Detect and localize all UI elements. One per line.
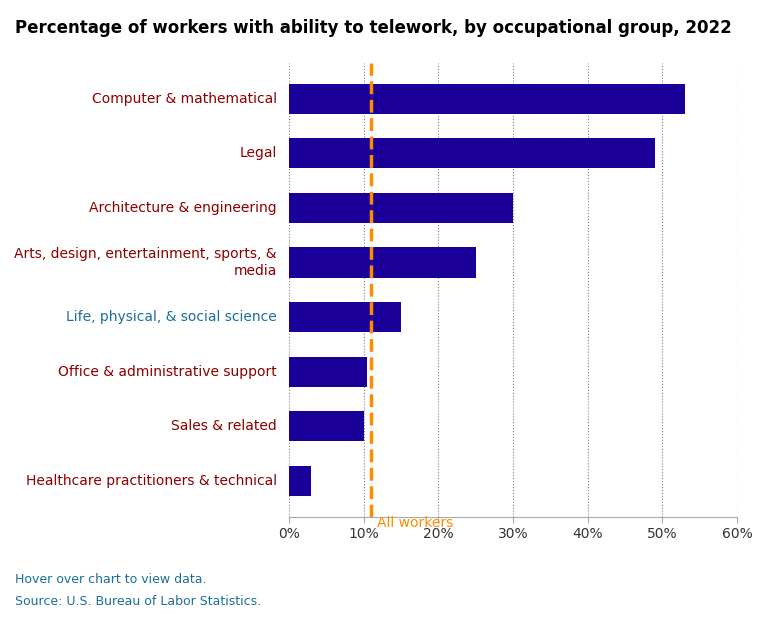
Bar bbox=[289, 466, 312, 496]
Bar bbox=[289, 248, 476, 277]
Bar bbox=[289, 193, 513, 223]
Bar bbox=[289, 411, 363, 442]
Text: Source: U.S. Bureau of Labor Statistics.: Source: U.S. Bureau of Labor Statistics. bbox=[15, 595, 261, 609]
Text: Percentage of workers with ability to telework, by occupational group, 2022: Percentage of workers with ability to te… bbox=[15, 19, 732, 37]
Bar bbox=[289, 357, 367, 387]
Text: All workers: All workers bbox=[377, 517, 453, 530]
Bar bbox=[289, 302, 401, 332]
Bar bbox=[289, 84, 685, 113]
Bar bbox=[289, 138, 655, 168]
Text: Hover over chart to view data.: Hover over chart to view data. bbox=[15, 573, 207, 587]
